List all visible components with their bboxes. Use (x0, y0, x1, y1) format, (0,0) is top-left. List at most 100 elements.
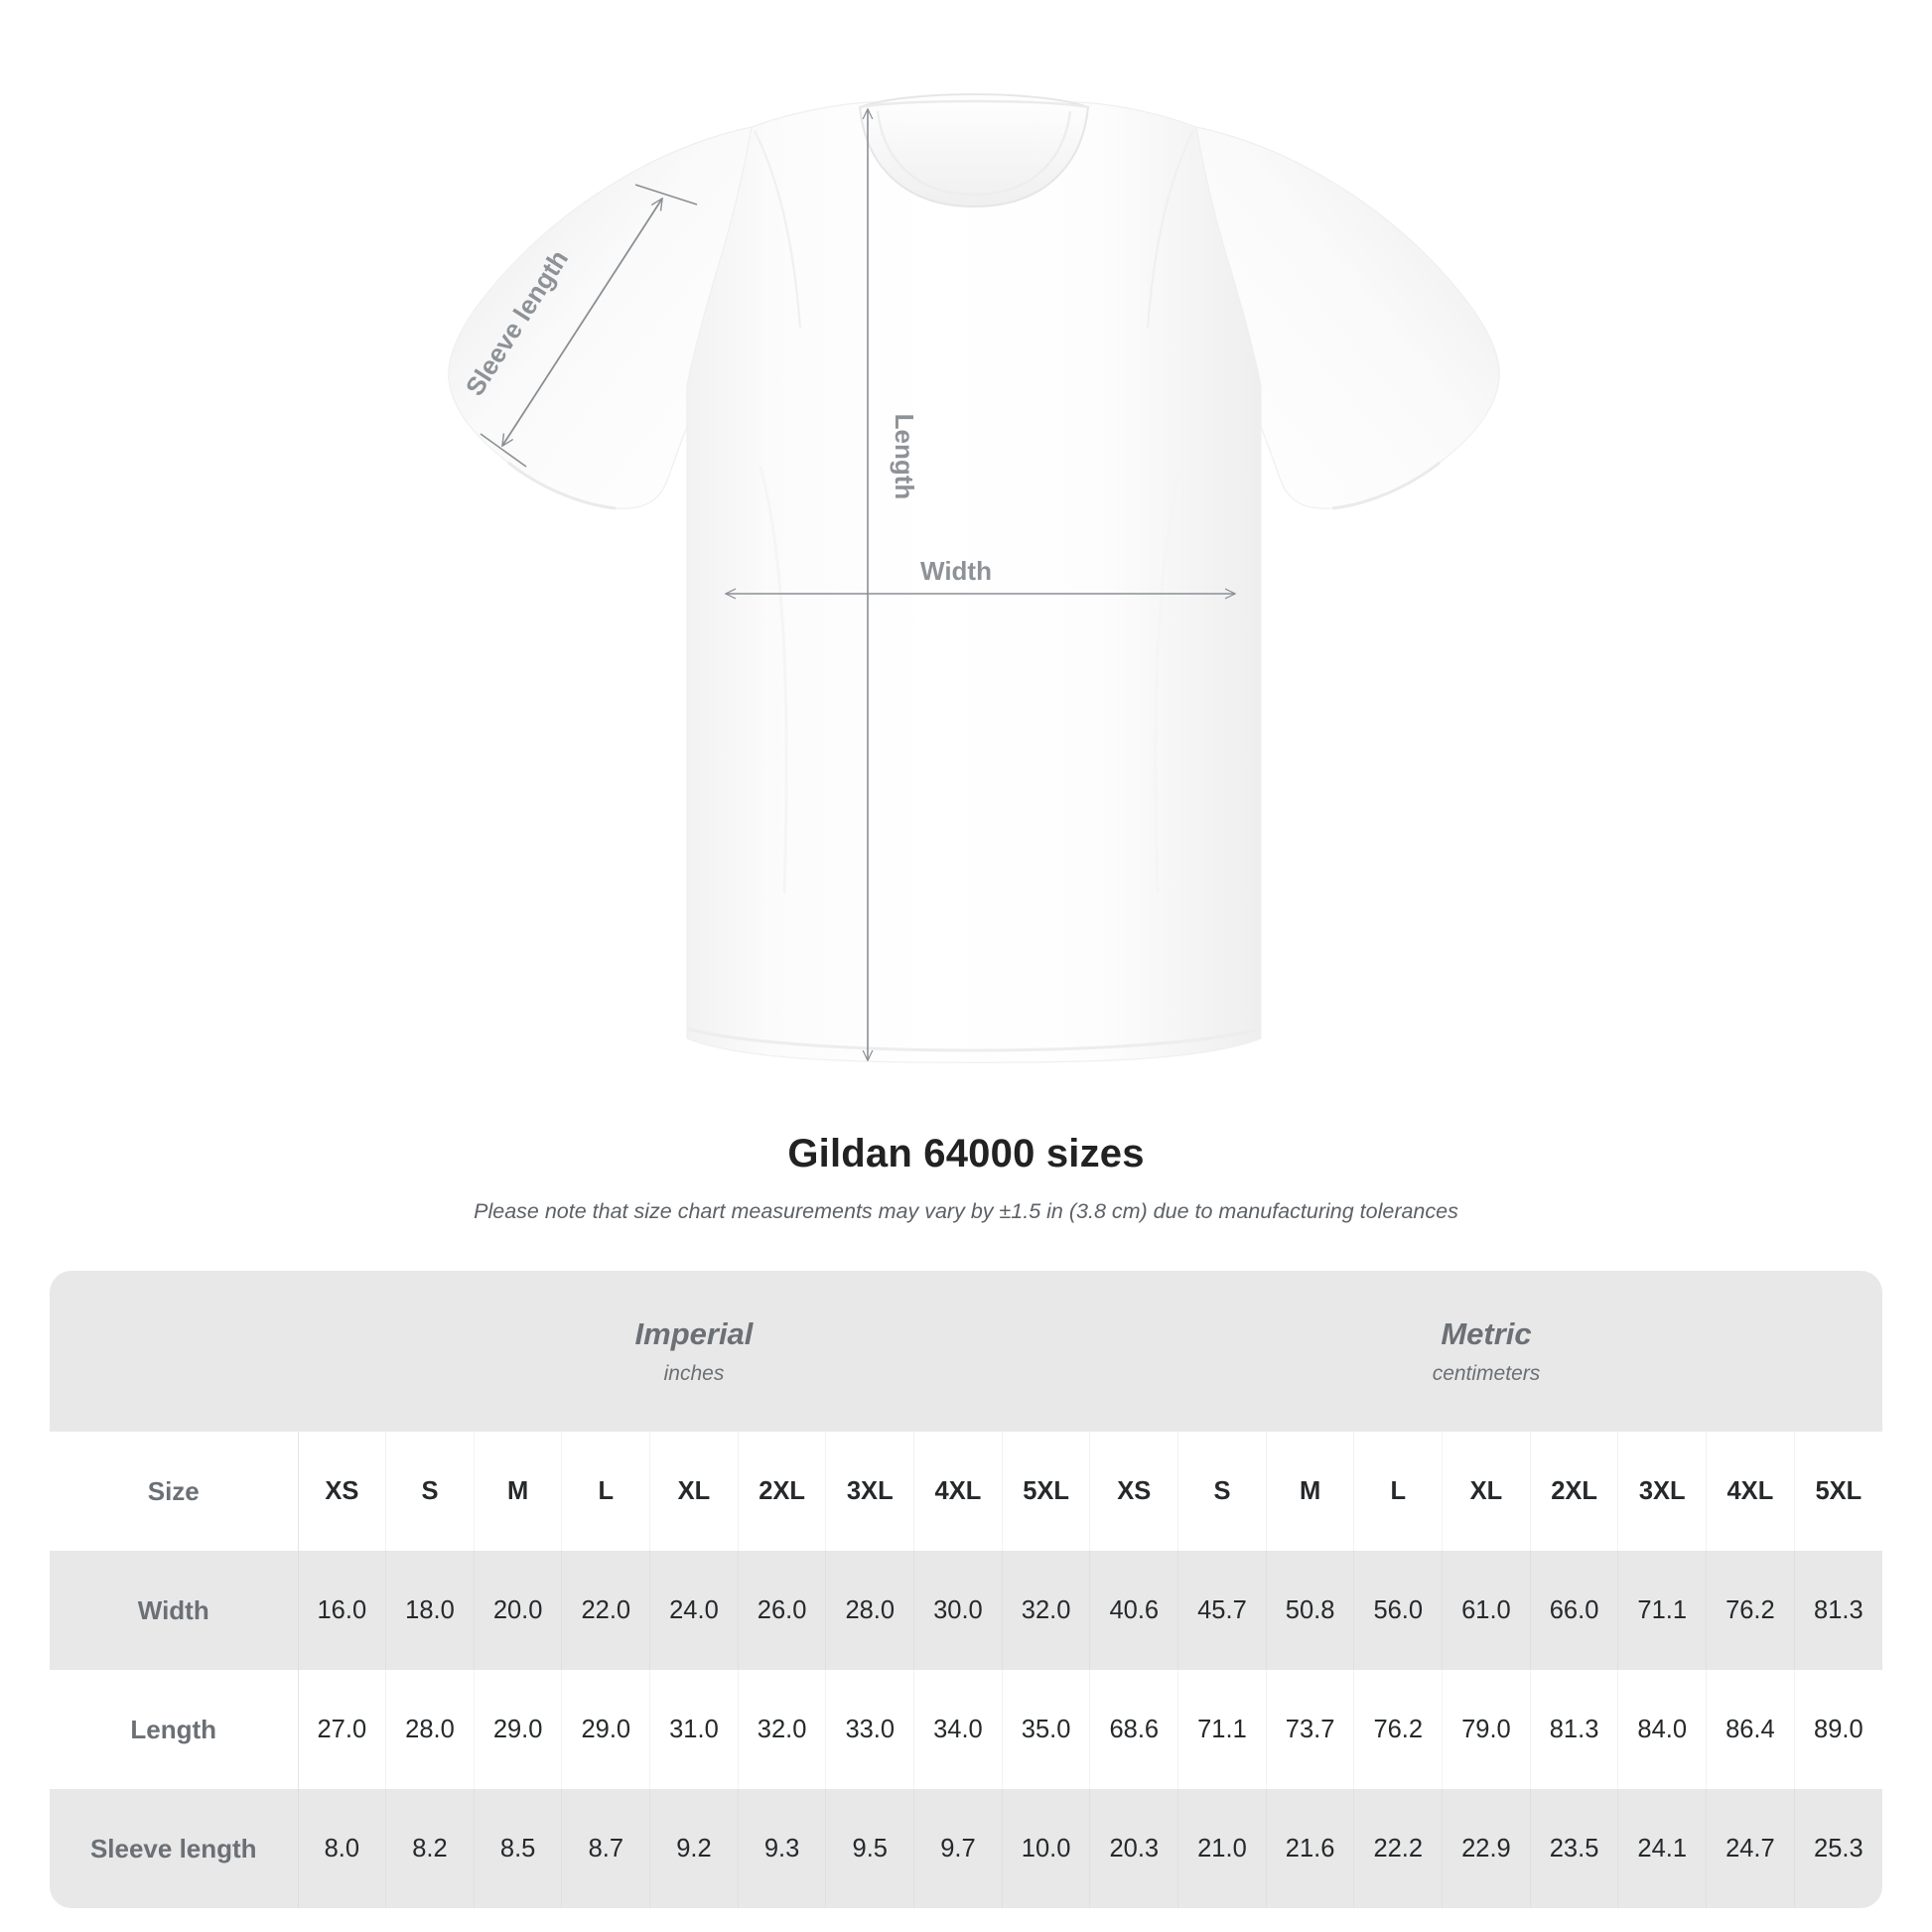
cell-length-met-l: 76.2 (1353, 1670, 1444, 1789)
table-row: Width 16.0 18.0 20.0 22.0 24.0 26.0 28.0… (50, 1551, 1882, 1670)
cell-sleeve-met-l: 22.2 (1353, 1789, 1444, 1908)
cell-width-met-xs: 40.6 (1089, 1551, 1179, 1670)
cell-width-met-s: 45.7 (1177, 1551, 1267, 1670)
cell-width-met-l: 56.0 (1353, 1551, 1444, 1670)
cell-sleeve-met-m: 21.6 (1266, 1789, 1355, 1908)
row-label-width: Width (50, 1551, 299, 1670)
unit-group-imperial-name: Imperial (634, 1316, 754, 1352)
cell-sleeve-met-3xl: 24.1 (1617, 1789, 1708, 1908)
unit-group-metric: Metric centimeters (1089, 1271, 1882, 1432)
unit-group-imperial: Imperial inches (298, 1271, 1090, 1432)
cell-sleeve-met-xs: 20.3 (1089, 1789, 1179, 1908)
cell-width-imp-5xl: 32.0 (1002, 1551, 1091, 1670)
left-shoulder-seam (754, 130, 802, 329)
right-sleeve-hem (1331, 461, 1441, 510)
size-header-met-2xl: 2XL (1530, 1432, 1619, 1551)
size-header-imp-5xl: 5XL (1002, 1432, 1091, 1551)
size-header-imp-l: L (561, 1432, 651, 1551)
cell-length-met-s: 71.1 (1177, 1670, 1267, 1789)
chart-header: Gildan 64000 sizes Please note that size… (0, 1132, 1932, 1225)
bottom-hem (686, 1027, 1262, 1052)
size-header-imp-3xl: 3XL (825, 1432, 915, 1551)
cell-length-met-4xl: 86.4 (1706, 1670, 1795, 1789)
row-label-sleeve-length: Sleeve length (50, 1789, 299, 1908)
size-chart-table: Imperial inches Metric centimeters Size … (50, 1271, 1882, 1908)
size-header-met-5xl: 5XL (1794, 1432, 1882, 1551)
table-row: Sleeve length 8.0 8.2 8.5 8.7 9.2 9.3 9.… (50, 1789, 1882, 1908)
tshirt-body (686, 101, 1262, 1063)
length-annotation: Length (868, 109, 919, 1060)
size-header-met-3xl: 3XL (1617, 1432, 1708, 1551)
size-header-imp-xl: XL (649, 1432, 739, 1551)
unit-group-row: Imperial inches Metric centimeters (50, 1271, 1882, 1432)
row-label-length: Length (50, 1670, 299, 1789)
left-sleeve-hem (507, 461, 617, 510)
page-title: Gildan 64000 sizes (787, 1132, 1145, 1175)
cell-width-imp-2xl: 26.0 (738, 1551, 827, 1670)
cell-sleeve-met-s: 21.0 (1177, 1789, 1267, 1908)
cell-width-imp-xl: 24.0 (649, 1551, 739, 1670)
size-header-met-l: L (1353, 1432, 1444, 1551)
cell-sleeve-imp-l: 8.7 (561, 1789, 651, 1908)
cell-width-imp-4xl: 30.0 (913, 1551, 1003, 1670)
cell-sleeve-imp-s: 8.2 (385, 1789, 475, 1908)
size-header-row: Size XS S M L XL 2XL 3XL 4XL 5XL XS S M … (50, 1432, 1882, 1551)
cell-width-imp-m: 20.0 (474, 1551, 563, 1670)
unit-row-spacer (50, 1271, 298, 1432)
size-header-imp-m: M (474, 1432, 563, 1551)
length-label: Length (890, 414, 919, 500)
tshirt-measurement-diagram: Sleeve length Length Width (448, 92, 1500, 1063)
fabric-fold-2 (1154, 466, 1183, 895)
cell-sleeve-imp-5xl: 10.0 (1002, 1789, 1091, 1908)
size-header-imp-4xl: 4XL (913, 1432, 1003, 1551)
cell-width-met-4xl: 76.2 (1706, 1551, 1795, 1670)
size-header-met-xs: XS (1089, 1432, 1179, 1551)
width-label: Width (920, 556, 992, 586)
cell-sleeve-imp-xl: 9.2 (649, 1789, 739, 1908)
size-header-imp-s: S (385, 1432, 475, 1551)
cell-length-met-m: 73.7 (1266, 1670, 1355, 1789)
cell-length-imp-s: 28.0 (385, 1670, 475, 1789)
tshirt-illustration (448, 92, 1500, 1063)
cell-width-met-xl: 61.0 (1442, 1551, 1531, 1670)
cell-sleeve-met-4xl: 24.7 (1706, 1789, 1795, 1908)
sleeve-length-tick-bottom (480, 433, 527, 468)
unit-group-imperial-sub: inches (663, 1361, 725, 1385)
cell-sleeve-imp-m: 8.5 (474, 1789, 563, 1908)
cell-sleeve-met-5xl: 25.3 (1794, 1789, 1882, 1908)
cell-width-imp-l: 22.0 (561, 1551, 651, 1670)
collar-inner (876, 110, 1072, 197)
size-header-imp-2xl: 2XL (738, 1432, 827, 1551)
cell-width-imp-xs: 16.0 (298, 1551, 387, 1670)
size-header-met-xl: XL (1442, 1432, 1531, 1551)
cell-sleeve-imp-4xl: 9.7 (913, 1789, 1003, 1908)
cell-length-imp-l: 29.0 (561, 1670, 651, 1789)
cell-width-imp-s: 18.0 (385, 1551, 475, 1670)
cell-width-met-2xl: 66.0 (1530, 1551, 1619, 1670)
cell-length-met-2xl: 81.3 (1530, 1670, 1619, 1789)
size-header-label: Size (50, 1432, 299, 1551)
cell-sleeve-met-xl: 22.9 (1442, 1789, 1531, 1908)
cell-sleeve-imp-xs: 8.0 (298, 1789, 387, 1908)
cell-width-met-5xl: 81.3 (1794, 1551, 1882, 1670)
cell-length-imp-4xl: 34.0 (913, 1670, 1003, 1789)
sleeve-length-arrow (502, 199, 662, 446)
cell-length-imp-5xl: 35.0 (1002, 1670, 1091, 1789)
cell-sleeve-imp-2xl: 9.3 (738, 1789, 827, 1908)
cell-length-imp-xs: 27.0 (298, 1670, 387, 1789)
cell-length-imp-m: 29.0 (474, 1670, 563, 1789)
size-header-imp-xs: XS (298, 1432, 387, 1551)
size-header-met-4xl: 4XL (1706, 1432, 1795, 1551)
cell-length-met-3xl: 84.0 (1617, 1670, 1708, 1789)
cell-length-imp-3xl: 33.0 (825, 1670, 915, 1789)
right-shoulder-seam (1146, 130, 1194, 329)
cell-sleeve-imp-3xl: 9.5 (825, 1789, 915, 1908)
size-chart-table-container: Imperial inches Metric centimeters Size … (50, 1271, 1882, 1908)
tolerance-note: Please note that size chart measurements… (474, 1199, 1458, 1223)
cell-length-met-5xl: 89.0 (1794, 1670, 1882, 1789)
width-annotation: Width (726, 556, 1235, 594)
cell-width-imp-3xl: 28.0 (825, 1551, 915, 1670)
cell-width-met-m: 50.8 (1266, 1551, 1355, 1670)
cell-length-met-xl: 79.0 (1442, 1670, 1531, 1789)
